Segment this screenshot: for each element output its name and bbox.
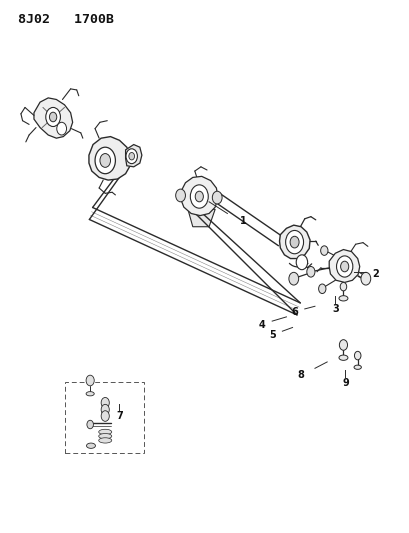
- Circle shape: [288, 272, 298, 285]
- Polygon shape: [279, 225, 309, 259]
- Circle shape: [100, 154, 110, 167]
- Ellipse shape: [353, 365, 360, 369]
- Text: 1: 1: [240, 216, 247, 227]
- Circle shape: [318, 284, 325, 294]
- Circle shape: [360, 272, 370, 285]
- Circle shape: [101, 405, 109, 415]
- Text: 4: 4: [258, 320, 265, 330]
- Circle shape: [340, 261, 348, 272]
- Ellipse shape: [99, 433, 112, 439]
- Bar: [64, 382, 144, 453]
- Circle shape: [87, 420, 93, 429]
- Circle shape: [101, 411, 109, 421]
- Ellipse shape: [338, 296, 347, 301]
- Circle shape: [212, 191, 222, 204]
- Circle shape: [285, 230, 303, 254]
- Text: 8: 8: [297, 370, 303, 380]
- Circle shape: [320, 246, 327, 255]
- Circle shape: [46, 108, 60, 126]
- Circle shape: [49, 112, 56, 122]
- Circle shape: [339, 282, 346, 291]
- Circle shape: [101, 398, 109, 408]
- Text: 9: 9: [341, 378, 348, 388]
- Ellipse shape: [338, 355, 347, 360]
- Circle shape: [175, 189, 185, 202]
- Text: 6: 6: [290, 306, 297, 317]
- Circle shape: [306, 266, 314, 277]
- Circle shape: [354, 351, 360, 360]
- Circle shape: [295, 255, 307, 270]
- Text: 5: 5: [268, 330, 275, 341]
- Circle shape: [86, 375, 94, 386]
- Text: 7: 7: [116, 411, 123, 421]
- Polygon shape: [187, 209, 215, 227]
- Circle shape: [128, 152, 134, 160]
- Circle shape: [336, 256, 352, 277]
- Polygon shape: [125, 144, 142, 167]
- Circle shape: [339, 340, 347, 350]
- Ellipse shape: [99, 429, 112, 434]
- Circle shape: [195, 191, 203, 202]
- Polygon shape: [328, 249, 359, 282]
- Polygon shape: [180, 176, 218, 216]
- Circle shape: [190, 185, 208, 208]
- Circle shape: [56, 122, 66, 135]
- Ellipse shape: [86, 443, 95, 448]
- Polygon shape: [34, 98, 72, 138]
- Text: 2: 2: [372, 270, 378, 279]
- Ellipse shape: [86, 392, 94, 396]
- Polygon shape: [89, 136, 130, 180]
- Ellipse shape: [99, 438, 112, 443]
- Circle shape: [290, 236, 298, 248]
- Text: 8J02   1700B: 8J02 1700B: [18, 13, 113, 26]
- Text: 3: 3: [331, 304, 338, 314]
- Circle shape: [95, 147, 115, 174]
- Circle shape: [126, 149, 137, 164]
